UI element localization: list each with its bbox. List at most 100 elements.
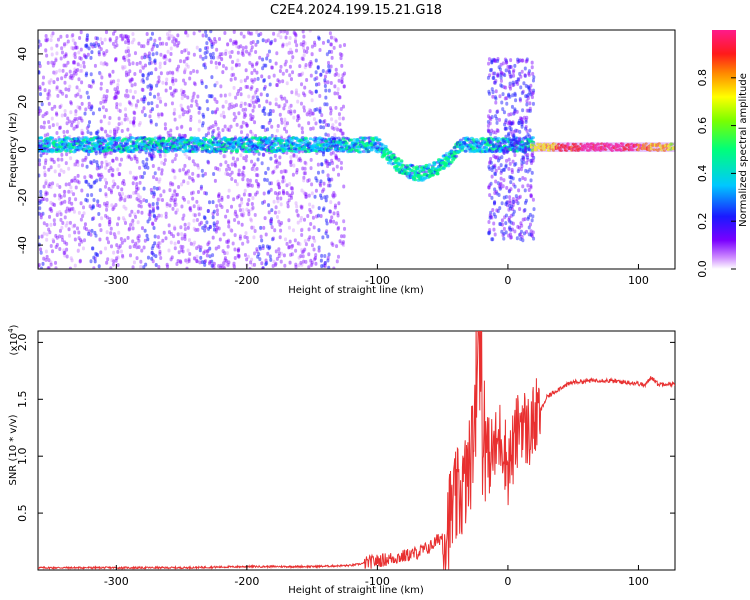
spectrogram-cell <box>151 44 155 49</box>
spectrogram-cell <box>204 30 208 35</box>
spectrogram-cell <box>107 240 111 245</box>
spectrogram-cell <box>157 241 161 246</box>
spectrogram-cell <box>62 63 66 68</box>
spectrogram-cell <box>487 89 491 94</box>
spectrogram-cell <box>223 154 227 159</box>
spectrogram-cell <box>174 37 178 42</box>
spectrogram-cell <box>171 206 175 211</box>
spectrogram-cell <box>249 113 253 118</box>
spectrogram-cell <box>195 254 199 259</box>
spectrogram-cell <box>280 251 284 256</box>
spectrogram-cell <box>113 132 117 137</box>
spectrogram-cell <box>229 77 233 82</box>
spectrogram-cell <box>54 245 58 250</box>
spectrogram-cell <box>297 255 301 260</box>
spectrogram-cell <box>282 253 286 258</box>
spectrogram-cell <box>247 192 251 197</box>
spectrogram-cell <box>140 44 144 49</box>
spectrogram-cell <box>194 228 198 233</box>
spectrogram-cell <box>288 35 292 40</box>
spectrogram-cell <box>339 56 343 61</box>
spectrogram-cell <box>83 225 87 230</box>
spectrogram-cell <box>236 195 240 200</box>
spectrogram-cell <box>50 116 54 121</box>
spectrogram-cell <box>178 133 182 138</box>
spectrogram-cell <box>254 179 258 184</box>
spectrogram-cell <box>333 72 337 77</box>
spectrogram-cell <box>275 164 279 169</box>
spectrogram-cell <box>320 162 324 167</box>
spectrogram-cell <box>287 198 291 203</box>
spectrogram-cell <box>228 54 232 59</box>
spectrogram-cell <box>208 200 212 205</box>
spectrogram-cell <box>321 207 325 212</box>
spectrogram-cell <box>275 256 279 261</box>
spectrogram-cell <box>181 90 185 95</box>
spectrogram-cell <box>234 212 238 217</box>
spectrogram-cell <box>99 61 103 66</box>
spectrogram-cell <box>273 263 277 268</box>
spectrogram-cell <box>172 169 176 174</box>
spectrogram-cell <box>148 153 152 158</box>
spectrogram-cell <box>232 85 236 90</box>
spectrogram-cell <box>134 103 138 108</box>
spectrogram-cell <box>493 232 497 237</box>
spectrogram-cell <box>319 72 323 77</box>
spectrogram-cell <box>204 225 208 230</box>
spectrogram-cell <box>136 236 140 241</box>
spectrogram-cell <box>333 84 337 89</box>
spectrogram-cell <box>323 74 327 79</box>
spectrogram-cell <box>131 222 135 227</box>
spectrogram-cell <box>294 33 298 38</box>
spectrogram-cell <box>99 86 103 91</box>
spectrogram-cell <box>294 48 298 53</box>
spectrogram-cell <box>109 226 113 231</box>
spectrogram-cell <box>531 71 535 76</box>
spectrogram-cell <box>93 230 97 235</box>
spectrogram-cell <box>530 218 534 223</box>
spectrogram-cell <box>98 177 102 182</box>
spectrogram-cell <box>490 195 494 200</box>
spectrogram-cell <box>81 131 85 136</box>
spectrogram-cell <box>220 197 224 202</box>
spectrogram-cell <box>126 127 130 132</box>
spectrogram-cell <box>145 31 149 36</box>
spectrogram-cell <box>246 202 250 207</box>
spectrogram-cell <box>305 111 309 116</box>
spectrogram-cell <box>61 238 65 243</box>
spectrogram-cell <box>334 67 338 72</box>
spectrogram-cell <box>232 104 236 109</box>
spectrogram-cell <box>332 194 336 199</box>
spectrogram-cell <box>334 155 338 160</box>
spectrogram-cell <box>518 232 522 237</box>
spectrogram-cell <box>39 212 43 217</box>
spectrogram-cell <box>278 30 282 35</box>
spectrogram-cell <box>250 117 254 122</box>
spectrogram-cell <box>38 108 42 113</box>
spectrogram-cell <box>171 93 175 98</box>
spectrogram-cell <box>289 109 293 114</box>
spectrogram-cell <box>171 70 175 75</box>
spectrogram-cell <box>90 184 94 189</box>
spectrogram-cell <box>322 120 326 125</box>
spectrogram-cell <box>135 245 139 250</box>
spectrogram-cell <box>325 52 329 57</box>
spectrogram-cell <box>44 190 48 195</box>
spectrogram-cell <box>324 218 328 223</box>
spectrogram-cell <box>109 266 113 269</box>
spectrogram-cell <box>218 203 222 208</box>
spectrogram-cell <box>85 164 89 169</box>
spectrogram-cell <box>197 244 201 249</box>
spectrogram-cell <box>65 152 69 157</box>
spectrogram-cell <box>233 233 237 238</box>
spectrogram-cell <box>46 37 50 42</box>
spectrogram-cell <box>120 33 124 38</box>
spectrogram-cell <box>51 202 55 207</box>
spectrogram-cell <box>239 153 243 158</box>
spectrogram-cell <box>488 121 492 126</box>
spectrogram-cell <box>196 227 200 232</box>
spectrogram-cell <box>260 125 264 130</box>
spectrogram-cell <box>158 41 162 46</box>
spectrogram-cell <box>526 132 530 137</box>
spectrogram-cell <box>237 194 241 199</box>
